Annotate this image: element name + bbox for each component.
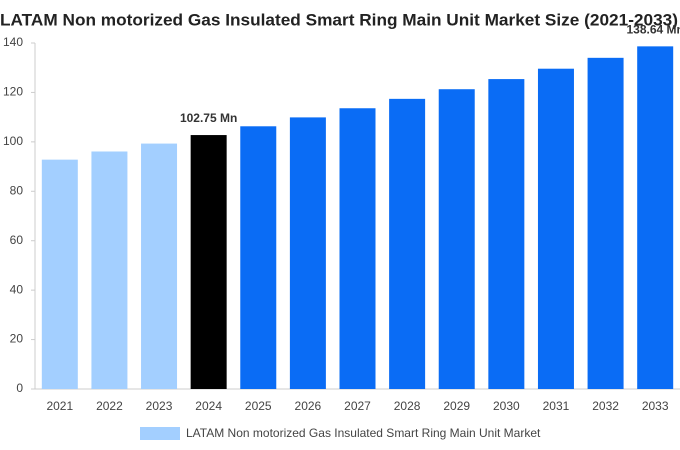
- x-tick-label: 2032: [592, 399, 619, 413]
- x-tick-label: 2030: [493, 399, 520, 413]
- x-tick-label: 2026: [295, 399, 322, 413]
- bar: [637, 46, 674, 389]
- y-tick-label: 80: [10, 183, 24, 197]
- bar: [190, 135, 227, 389]
- bar: [339, 108, 376, 389]
- value-label: 138.64 Mn: [627, 23, 680, 37]
- x-tick-label: 2021: [46, 399, 73, 413]
- bar: [537, 68, 574, 390]
- y-tick-label: 60: [10, 233, 24, 247]
- x-tick-label: 2031: [543, 399, 570, 413]
- bar: [289, 117, 326, 389]
- bar: [488, 79, 525, 389]
- x-tick-label: 2025: [245, 399, 272, 413]
- x-tick-label: 2023: [146, 399, 173, 413]
- chart-title: LATAM Non motorized Gas Insulated Smart …: [0, 10, 678, 29]
- y-tick-label: 100: [3, 134, 23, 148]
- y-tick-label: 0: [16, 381, 23, 395]
- bar: [389, 98, 426, 390]
- y-tick-label: 20: [10, 332, 24, 346]
- x-tick-label: 2029: [443, 399, 470, 413]
- x-tick-label: 2024: [195, 399, 222, 413]
- x-tick-label: 2028: [394, 399, 421, 413]
- bar: [91, 151, 128, 389]
- x-tick-label: 2033: [642, 399, 669, 413]
- value-label: 102.75 Mn: [180, 111, 237, 125]
- y-tick-label: 140: [3, 35, 23, 49]
- legend-label: LATAM Non motorized Gas Insulated Smart …: [186, 426, 541, 440]
- legend-swatch: [140, 427, 180, 440]
- x-tick-label: 2022: [96, 399, 123, 413]
- bar: [240, 126, 277, 389]
- bar: [41, 159, 78, 389]
- bar: [141, 143, 178, 389]
- y-tick-label: 120: [3, 85, 23, 99]
- y-tick-label: 40: [10, 282, 24, 296]
- x-tick-label: 2027: [344, 399, 371, 413]
- bar: [438, 89, 475, 390]
- bar: [587, 57, 624, 389]
